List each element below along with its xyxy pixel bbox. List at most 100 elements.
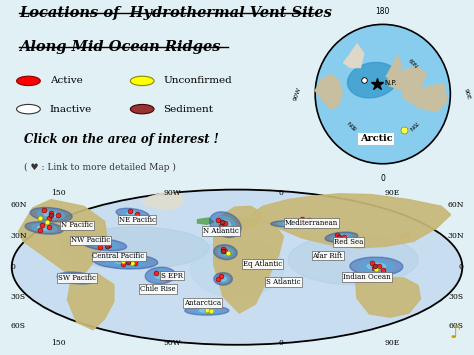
Text: 90E: 90E	[385, 189, 400, 197]
Text: 60N: 60N	[10, 201, 27, 209]
Ellipse shape	[215, 216, 236, 233]
Text: Active: Active	[50, 76, 82, 86]
Ellipse shape	[91, 241, 119, 248]
Ellipse shape	[114, 259, 137, 264]
Text: ♪: ♪	[449, 324, 461, 342]
Text: Antarctica: Antarctica	[183, 299, 221, 307]
Text: N.P.: N.P.	[385, 80, 398, 86]
Text: 30S: 30S	[448, 293, 464, 301]
Text: NE Pacific: NE Pacific	[118, 215, 155, 224]
Ellipse shape	[37, 210, 65, 219]
Text: 150: 150	[51, 339, 65, 347]
Polygon shape	[18, 200, 107, 275]
Text: 150: 150	[51, 189, 65, 197]
Ellipse shape	[44, 212, 59, 217]
Ellipse shape	[271, 220, 310, 227]
Ellipse shape	[122, 210, 143, 217]
Text: Locations of  Hydrothermal Vent Sites: Locations of Hydrothermal Vent Sites	[19, 6, 332, 20]
Text: Mediterranean: Mediterranean	[285, 219, 338, 227]
Ellipse shape	[217, 275, 229, 283]
Text: Central Pacific: Central Pacific	[92, 252, 145, 260]
Text: Sediment: Sediment	[164, 105, 213, 114]
Polygon shape	[315, 75, 342, 109]
Text: 30S: 30S	[10, 293, 26, 301]
Text: Red Sea: Red Sea	[334, 238, 363, 246]
Polygon shape	[403, 84, 447, 111]
Polygon shape	[344, 44, 364, 67]
Ellipse shape	[32, 224, 57, 232]
Ellipse shape	[325, 232, 358, 242]
Polygon shape	[142, 192, 183, 209]
Circle shape	[17, 76, 40, 86]
Text: Arctic: Arctic	[360, 135, 392, 143]
Ellipse shape	[288, 235, 418, 285]
Ellipse shape	[30, 207, 72, 222]
Circle shape	[17, 104, 40, 114]
Text: Eq Atlantic: Eq Atlantic	[243, 260, 282, 268]
Text: 0: 0	[380, 174, 385, 183]
Text: 90E: 90E	[463, 88, 471, 100]
Ellipse shape	[210, 212, 241, 237]
Polygon shape	[214, 218, 283, 313]
Text: NW Pacific: NW Pacific	[71, 236, 110, 245]
Ellipse shape	[283, 223, 297, 225]
Ellipse shape	[331, 234, 352, 240]
Ellipse shape	[221, 250, 229, 255]
Circle shape	[130, 76, 154, 86]
Ellipse shape	[97, 242, 112, 247]
Ellipse shape	[37, 226, 51, 230]
Text: 60N: 60N	[447, 201, 464, 209]
Text: 80N: 80N	[347, 119, 359, 130]
Text: 180: 180	[375, 7, 390, 16]
Polygon shape	[251, 194, 451, 248]
Text: Inactive: Inactive	[50, 105, 92, 114]
Text: N Atlantic: N Atlantic	[203, 227, 239, 235]
Ellipse shape	[82, 239, 127, 251]
Ellipse shape	[347, 62, 398, 98]
Text: 60S: 60S	[10, 322, 25, 329]
Circle shape	[130, 104, 154, 114]
Text: Along Mid Ocean Ridges: Along Mid Ocean Ridges	[19, 39, 220, 54]
Text: 60S: 60S	[449, 322, 464, 329]
Text: N Pacific: N Pacific	[61, 222, 93, 229]
Ellipse shape	[61, 227, 209, 269]
Text: Chile Rise: Chile Rise	[140, 285, 176, 293]
Ellipse shape	[192, 307, 221, 313]
Text: SW Pacific: SW Pacific	[58, 274, 96, 282]
Ellipse shape	[367, 263, 386, 269]
Text: 0: 0	[459, 263, 464, 271]
Ellipse shape	[214, 245, 237, 260]
Text: 90W: 90W	[163, 189, 181, 197]
Text: 90E: 90E	[385, 339, 400, 347]
Ellipse shape	[278, 222, 303, 226]
Polygon shape	[356, 277, 420, 317]
Ellipse shape	[199, 309, 215, 312]
Ellipse shape	[105, 256, 146, 266]
Ellipse shape	[185, 306, 229, 315]
Ellipse shape	[57, 272, 96, 284]
Polygon shape	[386, 56, 401, 79]
Text: 0: 0	[10, 263, 15, 271]
Text: 30N: 30N	[10, 232, 27, 240]
Text: 0: 0	[279, 189, 283, 197]
Polygon shape	[218, 206, 263, 230]
Ellipse shape	[214, 273, 232, 285]
Text: Afar Rift: Afar Rift	[312, 251, 343, 260]
Text: 90W: 90W	[163, 339, 181, 347]
Text: 90W: 90W	[292, 87, 301, 102]
Text: 30N: 30N	[447, 232, 464, 240]
Text: 70N: 70N	[407, 119, 418, 130]
Polygon shape	[67, 274, 114, 330]
Ellipse shape	[220, 220, 231, 229]
Text: Indian Ocean: Indian Ocean	[343, 273, 391, 281]
Circle shape	[315, 24, 450, 164]
Text: 60N: 60N	[407, 58, 418, 69]
Ellipse shape	[145, 267, 175, 284]
Text: S EPR: S EPR	[161, 272, 183, 279]
Ellipse shape	[116, 208, 149, 219]
Ellipse shape	[93, 254, 158, 269]
Polygon shape	[399, 232, 411, 239]
Ellipse shape	[359, 260, 393, 272]
Polygon shape	[198, 218, 214, 224]
Polygon shape	[388, 66, 427, 91]
